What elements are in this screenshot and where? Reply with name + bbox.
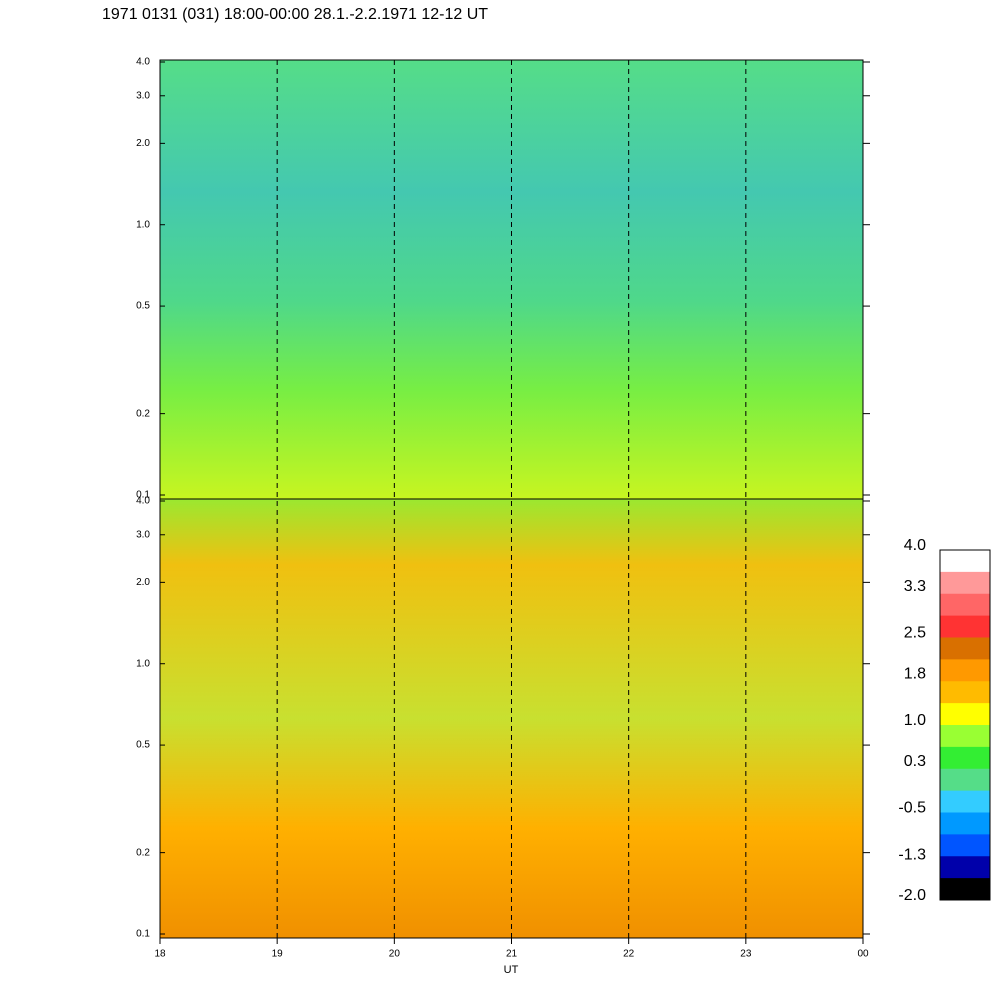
y-tick-label: 0.2 — [136, 847, 150, 858]
y-tick-label: 0.5 — [136, 740, 150, 751]
colorbar-label: 3.3 — [904, 578, 926, 595]
y-tick-label: 2.0 — [136, 577, 150, 588]
colorbar-label: 4.0 — [904, 537, 926, 554]
colorbar-block — [940, 878, 990, 901]
colorbar-label: -2.0 — [898, 887, 926, 904]
colorbar-label: 1.8 — [904, 666, 926, 683]
y-tick-label: 0.5 — [136, 301, 150, 312]
colorbar-block — [940, 746, 990, 770]
x-tick-label: 19 — [272, 949, 284, 960]
colorbar-block — [940, 703, 990, 726]
y-tick-label: 2.0 — [136, 138, 150, 149]
colorbar-block — [940, 834, 990, 857]
x-tick-label: 22 — [623, 949, 635, 960]
colorbar-block — [940, 812, 990, 835]
x-tick-label: 21 — [506, 949, 518, 960]
colorbar-label: 0.3 — [904, 753, 926, 770]
y-tick-label: 4.0 — [136, 496, 150, 507]
chart-title: 1971 0131 (031) 18:00-00:00 28.1.-2.2.19… — [102, 6, 488, 23]
colorbar-block — [940, 637, 990, 660]
colorbar-block — [940, 593, 990, 617]
x-axis-label: UT — [504, 964, 519, 976]
colorbar-label: 1.0 — [904, 712, 926, 729]
x-tick-label: 20 — [389, 949, 401, 960]
colorbar-block — [940, 571, 990, 595]
x-tick-label: 23 — [740, 949, 752, 960]
x-tick-label: 00 — [857, 949, 869, 960]
colorbar-block — [940, 659, 990, 682]
colorbar-block — [940, 768, 990, 792]
colorbar-block — [940, 550, 990, 573]
y-tick-label: 3.0 — [136, 529, 150, 540]
y-tick-label: 0.1 — [136, 490, 150, 501]
y-tick-label: 3.0 — [136, 90, 150, 101]
y-tick-label: 4.0 — [136, 57, 150, 68]
colorbar-block — [940, 615, 990, 638]
colorbar-block — [940, 856, 990, 879]
colorbar-label: 2.5 — [904, 625, 926, 642]
y-tick-label: 0.1 — [136, 929, 150, 940]
colorbar-block — [940, 681, 990, 704]
y-tick-label: 0.2 — [136, 408, 150, 419]
colorbar-label: -0.5 — [898, 800, 926, 817]
colorbar-label: -1.3 — [898, 846, 926, 863]
y-tick-label: 1.0 — [136, 658, 150, 669]
x-tick-label: 18 — [154, 949, 166, 960]
colorbar-frame — [939, 549, 991, 901]
colorbar-block — [940, 725, 990, 748]
y-tick-label: 1.0 — [136, 219, 150, 230]
colorbar-block — [940, 790, 990, 813]
